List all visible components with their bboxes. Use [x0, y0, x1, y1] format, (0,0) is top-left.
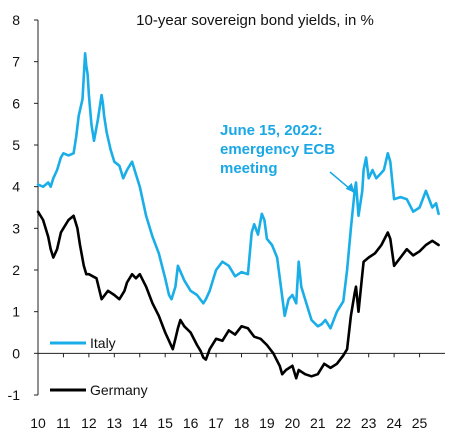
- x-tick-label: 16: [183, 415, 199, 431]
- annotation: June 15, 2022: emergency ECB meeting: [220, 122, 356, 194]
- y-tick-label: 0: [12, 345, 20, 361]
- legend-label-germany: Germany: [90, 382, 148, 398]
- y-tick-label: -1: [8, 387, 21, 403]
- x-tick-label: 21: [310, 415, 326, 431]
- y-tick-label: 8: [12, 12, 20, 28]
- y-tick-label: 6: [12, 95, 20, 111]
- x-tick-label: 14: [132, 415, 148, 431]
- y-tick-label: 7: [12, 54, 20, 70]
- y-tick-label: 5: [12, 137, 20, 153]
- y-tick-label: 2: [12, 262, 20, 278]
- annotation-arrowhead: [345, 182, 355, 193]
- x-tick-label: 23: [361, 415, 377, 431]
- x-tick-label: 11: [56, 415, 71, 431]
- series-layer: [36, 51, 440, 380]
- x-tick-label: 15: [157, 415, 173, 431]
- y-tick-label: 3: [12, 220, 20, 236]
- x-tick-label: 17: [208, 415, 224, 431]
- series-line-germany: [36, 210, 440, 380]
- x-tick-label: 10: [30, 415, 46, 431]
- y-tick-label: 4: [12, 179, 20, 195]
- x-tick-label: 19: [259, 415, 275, 431]
- x-tick-label: 13: [107, 415, 123, 431]
- series-line-italy: [36, 51, 440, 330]
- y-tick-label: 1: [12, 304, 20, 320]
- x-tick-label: 12: [81, 415, 97, 431]
- legend-label-italy: Italy: [90, 335, 116, 351]
- legend: Italy Germany: [50, 335, 148, 398]
- x-tick-label: 25: [412, 415, 428, 431]
- x-tick-label: 18: [234, 415, 250, 431]
- chart-title: 10-year sovereign bond yields, in %: [136, 12, 374, 29]
- x-tick-label: 22: [335, 415, 351, 431]
- annotation-line: meeting: [220, 160, 278, 177]
- annotation-line: emergency ECB: [220, 141, 335, 158]
- x-tick-label: 24: [386, 415, 402, 431]
- x-tick-label: 20: [285, 415, 301, 431]
- annotation-line: June 15, 2022:: [220, 122, 323, 139]
